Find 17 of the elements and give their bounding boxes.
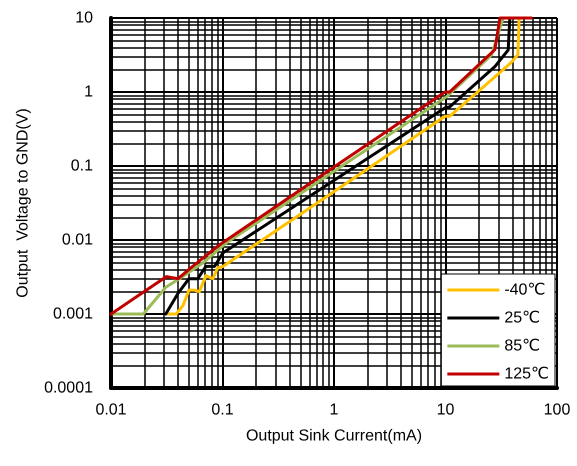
x-tick-label: 100 [544, 402, 570, 418]
y-tick-label: 0.0001 [44, 380, 94, 396]
x-tick-label: 10 [436, 402, 454, 418]
y-axis-title: Output Voltage to GND(V) [14, 108, 32, 298]
x-axis-title: Output Sink Current(mA) [246, 428, 422, 444]
legend-label: 125℃ [504, 366, 550, 382]
y-tick-label: 0.01 [62, 232, 94, 248]
x-tick-label: 0.1 [211, 402, 234, 418]
x-tick-label: 0.01 [95, 402, 127, 418]
legend-label: -40℃ [504, 282, 546, 298]
y-tick-label: 0.1 [70, 158, 94, 174]
y-tick-label: 1 [84, 84, 94, 100]
legend-label: 85℃ [504, 338, 540, 354]
y-tick-label: 0.001 [52, 306, 94, 322]
x-tick-label: 1 [330, 402, 339, 418]
y-tick-label: 10 [75, 10, 94, 26]
legend-label: 25℃ [504, 310, 540, 326]
